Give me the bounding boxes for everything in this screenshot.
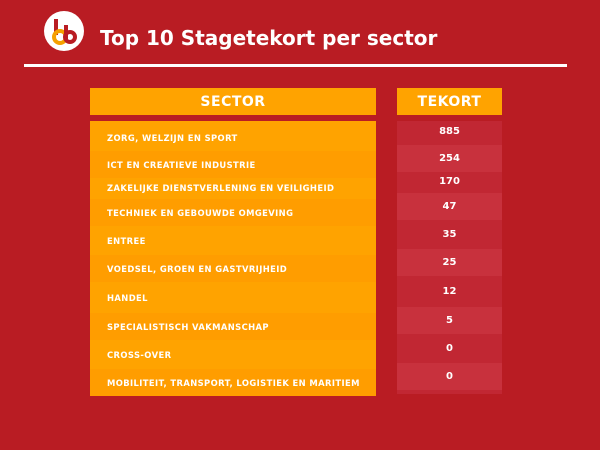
sector-row: SPECIALISTISCH VAKMANSCHAP bbox=[90, 313, 376, 340]
sector-label: MOBILITEIT, TRANSPORT, LOGISTIEK EN MARI… bbox=[107, 377, 360, 388]
tekort-value: 0 bbox=[446, 343, 453, 354]
sector-column: ZORG, WELZIJN EN SPORT ICT EN CREATIEVE I… bbox=[90, 121, 376, 396]
sector-row: ENTREE bbox=[90, 227, 376, 254]
sector-row: HANDEL bbox=[90, 284, 376, 311]
sector-label: HANDEL bbox=[107, 292, 148, 303]
sector-label: SPECIALISTISCH VAKMANSCHAP bbox=[107, 321, 269, 332]
sector-row: ZAKELIJKE DIENSTVERLENING EN VEILIGHEID bbox=[90, 174, 376, 201]
column-header-tekort: TEKORT bbox=[397, 88, 502, 115]
tekort-value: 25 bbox=[397, 249, 502, 276]
sector-row: ZORG, WELZIJN EN SPORT bbox=[90, 124, 376, 151]
sector-label: ENTREE bbox=[107, 235, 146, 246]
title-divider bbox=[24, 64, 567, 67]
sector-row: ICT EN CREATIEVE INDUSTRIE bbox=[90, 151, 376, 178]
sector-label: TECHNIEK EN GEBOUWDE OMGEVING bbox=[107, 207, 294, 218]
tekort-column: 885 254 170 47 35 25 12 5 0 0 bbox=[397, 121, 502, 394]
sector-label: ICT EN CREATIEVE INDUSTRIE bbox=[107, 159, 256, 170]
sector-row: CROSS-OVER bbox=[90, 341, 376, 368]
tekort-value: 12 bbox=[442, 286, 457, 297]
column-header-sector: SECTOR bbox=[90, 88, 376, 115]
page-title: Top 10 Stagetekort per sector bbox=[100, 26, 438, 50]
tekort-value: 0 bbox=[397, 363, 502, 390]
tekort-value: 885 bbox=[439, 126, 460, 137]
tekort-value: 254 bbox=[397, 145, 502, 172]
sector-label: ZAKELIJKE DIENSTVERLENING EN VEILIGHEID bbox=[107, 182, 335, 193]
sector-label: CROSS-OVER bbox=[107, 349, 172, 360]
sbb-logo-icon bbox=[44, 11, 84, 51]
sector-row: MOBILITEIT, TRANSPORT, LOGISTIEK EN MARI… bbox=[90, 369, 376, 396]
sector-row: VOEDSEL, GROEN EN GASTVRIJHEID bbox=[90, 255, 376, 282]
sector-label: VOEDSEL, GROEN EN GASTVRIJHEID bbox=[107, 263, 288, 274]
tekort-value: 170 bbox=[439, 176, 460, 187]
tekort-value: 47 bbox=[397, 193, 502, 220]
sector-label: ZORG, WELZIJN EN SPORT bbox=[107, 132, 238, 143]
tekort-value: 5 bbox=[397, 307, 502, 334]
tekort-value: 35 bbox=[442, 229, 457, 240]
sector-row: TECHNIEK EN GEBOUWDE OMGEVING bbox=[90, 199, 376, 226]
